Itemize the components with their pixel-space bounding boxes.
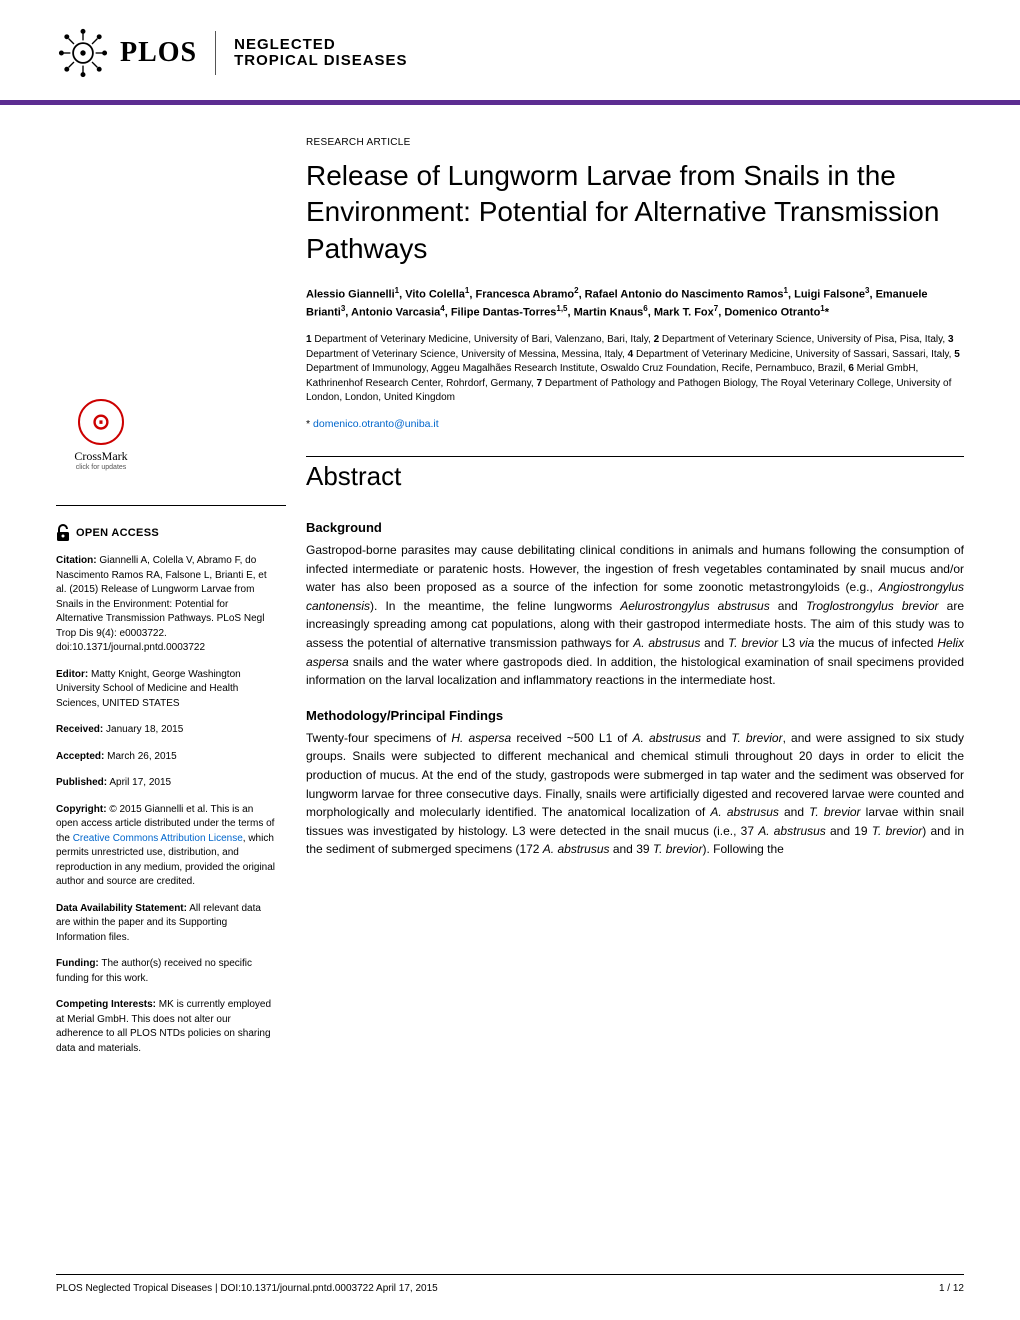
- background-heading: Background: [306, 520, 964, 535]
- cc-license-link[interactable]: Creative Commons Attribution License: [73, 833, 243, 844]
- received-block: Received: January 18, 2015: [56, 723, 276, 738]
- plos-logo: PLOS: [56, 26, 197, 80]
- methods-heading: Methodology/Principal Findings: [306, 708, 964, 723]
- journal-line2: TROPICAL DISEASES: [234, 53, 407, 70]
- competing-interests-block: Competing Interests: MK is currently emp…: [56, 998, 276, 1056]
- citation-block: Citation: Giannelli A, Colella V, Abramo…: [56, 554, 276, 656]
- crossmark-badge[interactable]: ⊙ CrossMark click for updates: [56, 399, 146, 471]
- crossmark-icon: ⊙: [78, 399, 124, 445]
- article-type: RESEARCH ARTICLE: [306, 137, 964, 148]
- plos-emblem-icon: [56, 26, 110, 80]
- journal-line1: NEGLECTED: [234, 37, 407, 54]
- footer-left: PLOS Neglected Tropical Diseases | DOI:1…: [56, 1283, 438, 1294]
- author-list: Alessio Giannelli1, Vito Colella1, Franc…: [306, 285, 964, 321]
- crossmark-label: CrossMark: [56, 449, 146, 464]
- open-access-label: OPEN ACCESS: [76, 527, 159, 539]
- affiliations: 1 Department of Veterinary Medicine, Uni…: [306, 333, 964, 406]
- accepted-block: Accepted: March 26, 2015: [56, 750, 276, 765]
- sidebar-divider: [56, 505, 286, 506]
- crossmark-sublabel: click for updates: [56, 464, 146, 471]
- abstract-heading: Abstract: [306, 456, 964, 492]
- editor-block: Editor: Matty Knight, George Washington …: [56, 668, 276, 712]
- publisher-name: PLOS: [120, 37, 197, 69]
- methods-body: Twenty-four specimens of H. aspersa rece…: [306, 729, 964, 859]
- published-block: Published: April 17, 2015: [56, 776, 276, 791]
- correspondence: * domenico.otranto@uniba.it: [306, 418, 964, 430]
- funding-block: Funding: The author(s) received no speci…: [56, 957, 276, 986]
- data-availability-block: Data Availability Statement: All relevan…: [56, 902, 276, 946]
- journal-header: PLOS NEGLECTED TROPICAL DISEASES: [0, 0, 1020, 92]
- main-column: RESEARCH ARTICLE Release of Lungworm Lar…: [296, 137, 964, 1068]
- sidebar: ⊙ CrossMark click for updates OPEN ACCES…: [56, 137, 296, 1068]
- article-title: Release of Lungworm Larvae from Snails i…: [306, 158, 964, 267]
- header-divider: [215, 31, 216, 75]
- open-access-icon: [56, 524, 70, 542]
- page-footer: PLOS Neglected Tropical Diseases | DOI:1…: [56, 1274, 964, 1294]
- footer-right: 1 / 12: [939, 1283, 964, 1294]
- copyright-block: Copyright: © 2015 Giannelli et al. This …: [56, 803, 276, 890]
- open-access-row: OPEN ACCESS: [56, 524, 276, 542]
- correspondence-email-link[interactable]: domenico.otranto@uniba.it: [313, 418, 439, 430]
- journal-name: NEGLECTED TROPICAL DISEASES: [234, 37, 407, 70]
- background-body: Gastropod-borne parasites may cause debi…: [306, 541, 964, 690]
